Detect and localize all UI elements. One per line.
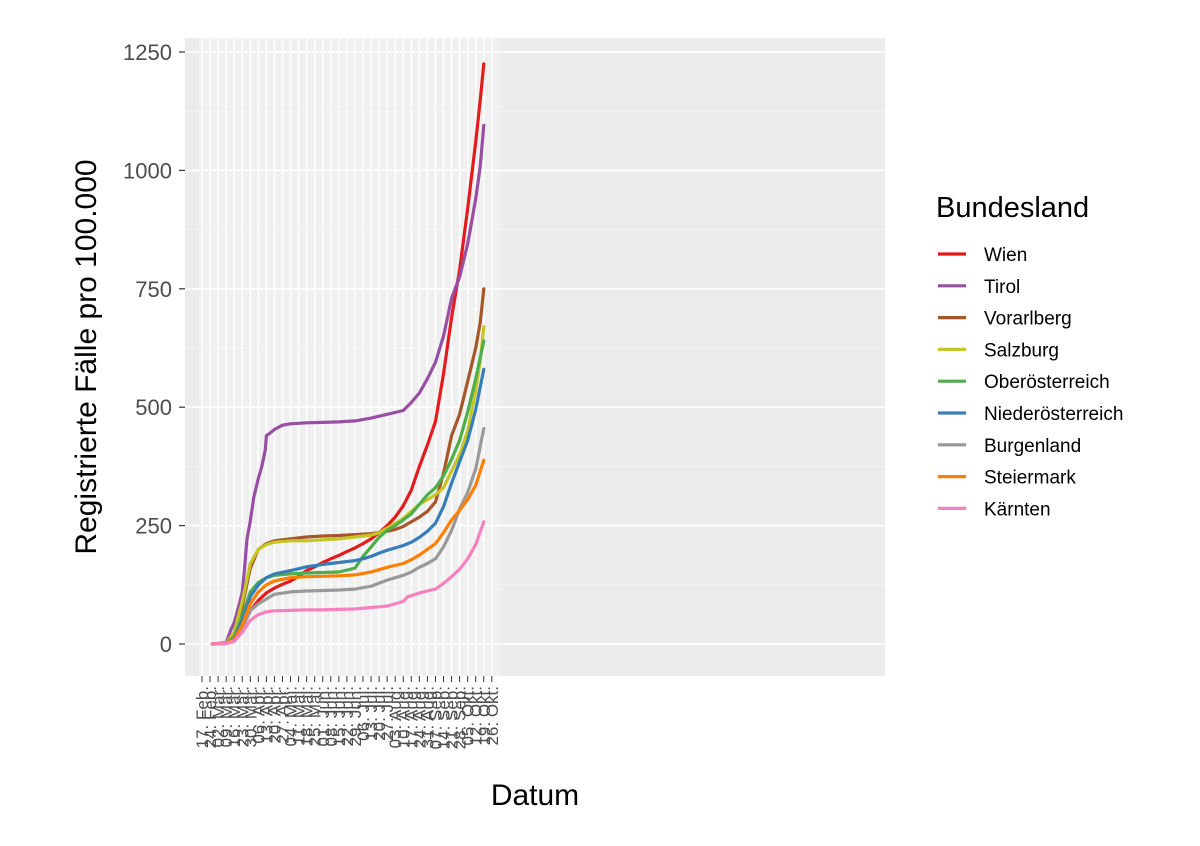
x-tick-label: 27. Apr. <box>274 686 293 744</box>
y-tick-label: 1000 <box>123 158 172 183</box>
y-tick-label: 250 <box>135 514 172 539</box>
x-tick-label: 11. Mai. <box>290 686 309 745</box>
y-axis-title: Registrierte Fälle pro 100.000 <box>70 159 103 554</box>
x-tick-label: 28. Sep. <box>451 686 470 749</box>
series-line-oberösterreich <box>210 339 486 646</box>
x-tick-label: 25. Mai. <box>306 686 325 746</box>
legend-title: Bundesland <box>936 192 1089 224</box>
y-axis: 0 250 500 750 1000 1250 <box>123 40 185 657</box>
x-tick-label: 27. Jul. <box>378 686 397 741</box>
x-tick-label: 18. Mai. <box>298 686 317 746</box>
x-tick-label: 19. Okt. <box>475 686 494 746</box>
x-tick-label: 20. Jul. <box>370 686 389 741</box>
legend-label: Wien <box>984 245 1027 266</box>
x-tick-label: 16. Mär. <box>225 686 244 747</box>
x-tick-label: 15. Jun. <box>330 686 349 747</box>
x-tick-label: 17. Aug. <box>402 686 421 748</box>
y-tick-label: 500 <box>135 395 172 420</box>
series-line-tirol <box>210 123 486 646</box>
x-axis: 17. Feb.24. Feb.02. Mär.09. Mär.16. Mär.… <box>193 676 502 749</box>
x-tick-label: 22. Jun. <box>338 686 357 747</box>
x-tick-label: 21. Sep. <box>443 686 462 749</box>
x-tick-label: 26. Okt. <box>483 686 502 746</box>
x-tick-label: 08. Jun. <box>322 686 341 747</box>
legend-label: Salzburg <box>984 340 1059 361</box>
series-line-kärnten <box>210 520 486 646</box>
plot-panel <box>185 38 885 676</box>
legend-label: Vorarlberg <box>984 309 1072 330</box>
x-tick-label: 06. Apr. <box>249 686 268 744</box>
series-line-wien <box>210 62 486 646</box>
legend-label: Burgenland <box>984 436 1081 457</box>
series-line-niederösterreich <box>210 367 486 646</box>
x-tick-label: 13. Apr. <box>257 686 276 744</box>
x-tick-label: 17. Feb. <box>193 686 212 748</box>
x-tick-label: 09. Mär. <box>217 686 236 747</box>
x-tick-label: 01. Jun. <box>314 686 333 747</box>
x-tick-label: 29. Jun. <box>346 686 365 747</box>
x-tick-label: 07. Sep. <box>426 686 445 749</box>
x-tick-label: 30. Mär. <box>241 686 260 747</box>
x-tick-label: 04. Mai. <box>282 686 301 746</box>
x-tick-label: 31. Aug. <box>418 686 437 748</box>
series-line-salzburg <box>210 325 486 646</box>
series-lines <box>210 62 486 646</box>
x-tick-label: 13. Jul. <box>362 686 381 741</box>
x-tick-label: 12. Okt. <box>467 686 486 746</box>
y-tick-label: 0 <box>160 632 172 657</box>
legend: Bundesland Wien Tirol Vorarlberg Salzburg Ob… <box>936 192 1123 520</box>
legend-label: Kärnten <box>984 499 1051 520</box>
legend-label: Steiermark <box>984 468 1076 489</box>
y-tick-label: 1250 <box>123 40 172 65</box>
series-line-burgenland <box>210 426 486 646</box>
x-axis-title: Datum <box>491 779 579 812</box>
x-tick-label: 14. Sep. <box>435 686 454 749</box>
y-tick-label: 750 <box>135 277 172 302</box>
x-tick-label: 06. Jul. <box>354 686 373 741</box>
legend-label: Niederösterreich <box>984 404 1123 425</box>
x-tick-label: 02. Mär. <box>209 686 228 747</box>
x-tick-label: 05. Okt. <box>459 686 478 746</box>
series-line-steiermark <box>210 458 486 646</box>
legend-label: Oberösterreich <box>984 372 1110 393</box>
x-tick-label: 24. Aug. <box>410 686 429 748</box>
x-tick-label: 24. Feb. <box>201 686 220 748</box>
x-tick-label: 20. Apr. <box>265 686 284 744</box>
x-tick-label: 03. Aug. <box>386 686 405 748</box>
x-tick-label: 23. Mär. <box>233 686 252 747</box>
legend-label: Tirol <box>984 277 1020 298</box>
x-tick-label: 10. Aug. <box>394 686 413 748</box>
